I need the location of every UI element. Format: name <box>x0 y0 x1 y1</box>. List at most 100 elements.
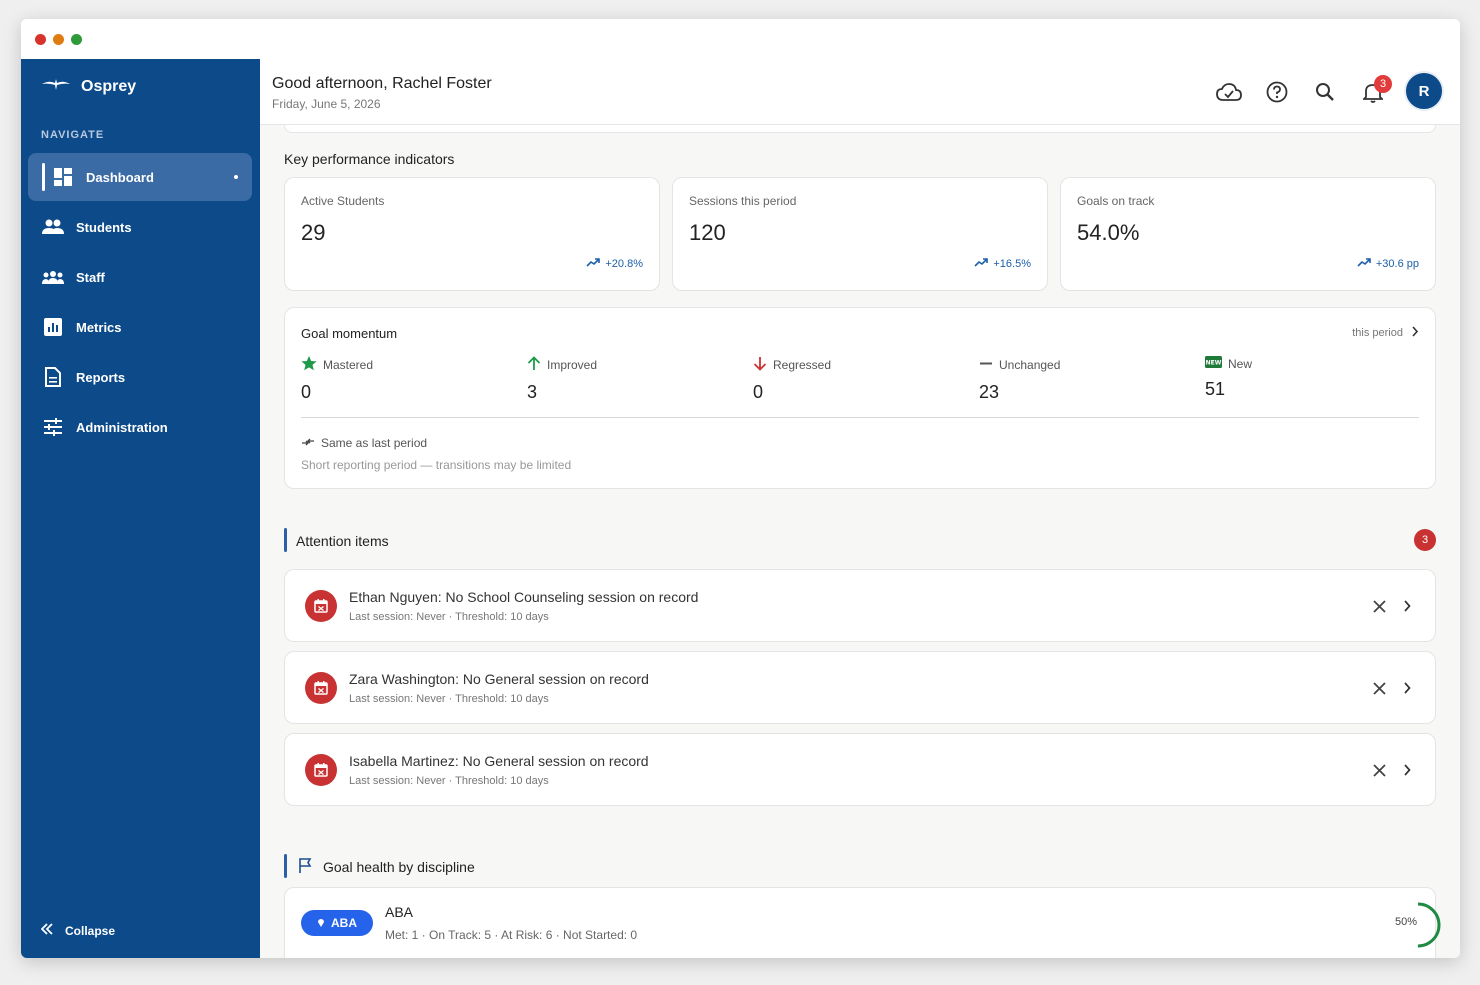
greeting: Good afternoon, Rachel Foster <box>272 75 492 92</box>
sidebar-item-students[interactable]: Students <box>28 203 252 251</box>
sidebar-item-label: Dashboard <box>86 169 154 185</box>
window-titlebar <box>21 19 1460 59</box>
sidebar-item-label: Staff <box>76 269 105 285</box>
collapse-label: Collapse <box>65 923 116 938</box>
stat-new: NEW New 51 <box>1205 356 1405 400</box>
attention-item[interactable]: Isabella Martinez: No General session on… <box>284 733 1436 806</box>
sidebar-item-dashboard[interactable]: Dashboard <box>28 153 252 201</box>
attention-item-title: Zara Washington: No General session on r… <box>349 671 649 687</box>
goal-health-card: ABA ABA Met: 1 · On Track: 5 · At Risk: … <box>284 887 1441 958</box>
user-avatar[interactable]: R <box>1404 71 1444 111</box>
attention-item-detail: Last session: Never · Threshold: 10 days <box>349 693 549 705</box>
administration-icon <box>42 416 64 438</box>
sidebar-item-label: Students <box>76 219 132 235</box>
attention-item[interactable]: Ethan Nguyen: No School Counseling sessi… <box>284 569 1436 642</box>
arrow-down-icon <box>753 356 767 374</box>
stat-improved: Improved 3 <box>527 356 727 403</box>
active-dot <box>234 175 238 179</box>
main-content: Good afternoon, Rachel Foster Friday, Ju… <box>260 59 1460 958</box>
calendar-alert-icon <box>305 590 337 622</box>
sidebar-item-reports[interactable]: Reports <box>28 353 252 401</box>
goal-momentum-card: Goal momentum this period Mastered 0 Imp… <box>284 307 1436 489</box>
stat-label: Improved <box>547 358 598 372</box>
active-indicator <box>42 163 45 191</box>
same-as-last-period: Same as last period <box>301 436 427 450</box>
new-badge-icon: NEW <box>1205 356 1222 371</box>
osprey-logo-icon <box>41 77 71 96</box>
notification-count-badge: 3 <box>1374 75 1392 93</box>
attention-item-title: Isabella Martinez: No General session on… <box>349 753 649 769</box>
goal-momentum-title: Goal momentum <box>301 326 398 341</box>
dash-icon <box>979 356 993 374</box>
chevron-right-icon <box>1411 326 1419 340</box>
dismiss-close-icon[interactable] <box>1367 758 1391 782</box>
dismiss-close-icon[interactable] <box>1367 676 1391 700</box>
stat-label: Regressed <box>773 358 832 372</box>
kpi-trend-value: +20.8% <box>605 258 643 270</box>
progress-ring-arc <box>1395 902 1441 948</box>
discipline-pill[interactable]: ABA <box>301 910 373 936</box>
calendar-alert-icon <box>305 754 337 786</box>
kpi-card-sessions[interactable]: Sessions this period 120 +16.5% <box>672 177 1048 291</box>
help-icon[interactable] <box>1264 79 1290 105</box>
stat-label: Unchanged <box>999 358 1061 372</box>
brand[interactable]: Osprey <box>41 77 136 96</box>
collapse-button[interactable]: Collapse <box>40 923 116 938</box>
kpi-section-title: Key performance indicators <box>284 151 455 167</box>
notifications-bell-icon[interactable]: 3 <box>1360 75 1392 105</box>
current-date: Friday, June 5, 2026 <box>272 97 381 111</box>
sidebar-item-label: Reports <box>76 369 126 385</box>
reporting-note: Short reporting period — transitions may… <box>301 458 572 472</box>
reports-icon <box>42 366 64 388</box>
discipline-name: ABA <box>385 904 414 920</box>
window-maximize-button[interactable] <box>71 34 82 45</box>
window-minimize-button[interactable] <box>53 34 64 45</box>
goal-health-section-title: Goal health by discipline <box>323 859 475 875</box>
attention-count-badge: 3 <box>1414 529 1436 551</box>
compare-arrows-icon <box>301 436 315 450</box>
stat-value: 51 <box>1205 379 1226 399</box>
kpi-card-goals-on-track[interactable]: Goals on track 54.0% +30.6 pp <box>1060 177 1436 291</box>
kpi-label: Sessions this period <box>689 194 797 208</box>
students-icon <box>42 216 64 238</box>
same-as-last-label: Same as last period <box>321 436 428 450</box>
nav-section-label: NAVIGATE <box>41 129 105 141</box>
sidebar: Osprey NAVIGATE Dashboard Students Staff <box>21 59 260 958</box>
dashboard-icon <box>52 166 74 188</box>
stat-value: 3 <box>527 382 538 402</box>
stat-label: Mastered <box>323 358 374 372</box>
period-selector[interactable]: this period <box>1352 326 1419 340</box>
kpi-trend: +30.6 pp <box>1357 258 1419 270</box>
sidebar-item-administration[interactable]: Administration <box>28 403 252 451</box>
discipline-summary: Met: 1 · On Track: 5 · At Risk: 6 · Not … <box>385 928 638 942</box>
stat-label: New <box>1228 356 1253 371</box>
scrolled-card-edge <box>284 125 1436 133</box>
kpi-card-active-students[interactable]: Active Students 29 +20.8% <box>284 177 660 291</box>
kpi-label: Goals on track <box>1077 194 1155 208</box>
kpi-value: 54.0% <box>1077 220 1140 245</box>
kpi-label: Active Students <box>301 194 385 208</box>
calendar-alert-icon <box>305 672 337 704</box>
trending-up-icon <box>586 258 601 270</box>
kpi-value: 120 <box>689 220 726 245</box>
sidebar-item-staff[interactable]: Staff <box>28 253 252 301</box>
kpi-trend-value: +30.6 pp <box>1375 258 1419 270</box>
chevron-right-icon[interactable] <box>1395 676 1419 700</box>
stat-regressed: Regressed 0 <box>753 356 953 403</box>
double-chevron-left-icon <box>40 923 53 938</box>
chevron-right-icon[interactable] <box>1395 594 1419 618</box>
brand-name: Osprey <box>81 77 137 95</box>
attention-section-title: Attention items <box>296 533 389 549</box>
attention-item[interactable]: Zara Washington: No General session on r… <box>284 651 1436 724</box>
section-accent-bar <box>284 854 287 878</box>
attention-item-detail: Last session: Never · Threshold: 10 days <box>349 611 549 623</box>
window-close-button[interactable] <box>35 34 46 45</box>
search-icon[interactable] <box>1312 79 1338 105</box>
cloud-sync-icon[interactable] <box>1216 79 1242 105</box>
sidebar-item-metrics[interactable]: Metrics <box>28 303 252 351</box>
svg-text:NEW: NEW <box>1206 360 1222 367</box>
attention-item-title: Ethan Nguyen: No School Counseling sessi… <box>349 589 699 605</box>
chevron-right-icon[interactable] <box>1395 758 1419 782</box>
dismiss-close-icon[interactable] <box>1367 594 1391 618</box>
stat-unchanged: Unchanged 23 <box>979 356 1179 403</box>
